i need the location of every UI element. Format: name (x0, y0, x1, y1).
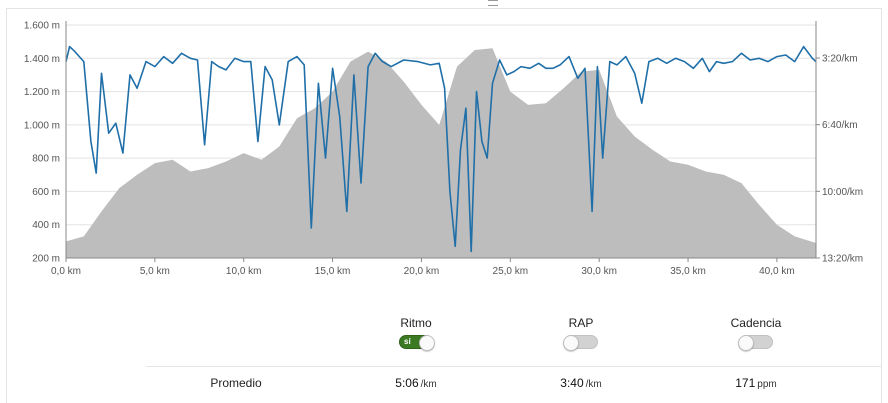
promedio-text: Promedio (210, 376, 262, 390)
ritmo-label: Ritmo (400, 316, 432, 330)
x-tick-label: 10,0 km (226, 266, 262, 277)
y-left-tick-label: 200 m (32, 254, 60, 265)
elevation-pace-chart: 1.600 m 1.400 m 1.200 m 1.000 m 800 m 600 m 40… (24, 21, 863, 278)
y-right-tick-label: 3:20/km (822, 54, 858, 65)
y-left-tick-label: 1.200 m (24, 87, 60, 98)
rap-control: RAP (521, 316, 641, 353)
cadencia-average-value: 171 (735, 376, 756, 390)
y-right-tick-label: 13:20/km (822, 254, 863, 265)
y-right-tick-label: 6:40/km (822, 120, 858, 131)
y-left-tick-label: 1.600 m (24, 21, 60, 32)
ritmo-average-unit: /km (420, 379, 437, 390)
y-right-tick-label: 10:00/km (822, 187, 863, 198)
cadencia-toggle[interactable] (738, 335, 773, 351)
metric-toggles: Ritmo sí RAP Cadencia (0, 316, 888, 356)
pace-line (65, 45, 817, 253)
axes (65, 21, 820, 262)
y-left-tick-label: 600 m (32, 187, 60, 198)
rap-average-value: 3:40 (560, 376, 584, 390)
y-left-tick-label: 400 m (32, 220, 60, 231)
ritmo-average-value: 5:06 (395, 376, 419, 390)
cadencia-control: Cadencia (696, 316, 816, 353)
ritmo-control: Ritmo sí (356, 316, 476, 353)
tick-labels: 1.600 m 1.400 m 1.200 m 1.000 m 800 m 600 m 40… (24, 21, 863, 278)
pace-line-layer (65, 45, 817, 253)
x-tick-label: 15,0 km (315, 266, 351, 277)
rap-label: RAP (568, 316, 594, 330)
y-left-tick-label: 800 m (32, 154, 60, 165)
summary-divider (146, 366, 882, 367)
ritmo-toggle[interactable]: sí (399, 335, 435, 351)
cadencia-average-unit: ppm (757, 379, 777, 390)
drag-handle-icon[interactable] (488, 0, 498, 6)
toggle-knob (419, 335, 435, 351)
rap-average-unit: /km (585, 379, 602, 390)
summary-row: Promedio 5:06/km 3:40/km 171 ppm (0, 376, 888, 396)
chart-panel (6, 8, 882, 403)
cadencia-label: Cadencia (730, 316, 782, 330)
x-tick-label: 30,0 km (581, 266, 617, 277)
y-left-tick-label: 1.400 m (24, 54, 60, 65)
ritmo-toggle-on-text: sí (404, 337, 411, 346)
x-tick-label: 20,0 km (404, 266, 440, 277)
toggle-knob (563, 335, 579, 351)
y-left-tick-label: 1.000 m (24, 120, 60, 131)
x-tick-label: 40,0 km (759, 266, 795, 277)
x-tick-label: 5,0 km (140, 266, 170, 277)
x-tick-label: 0,0 km (51, 266, 81, 277)
elevation-area-layer (66, 48, 816, 258)
cadencia-average: 171 ppm (686, 376, 826, 390)
summary-label: Promedio (166, 376, 306, 390)
rap-toggle[interactable] (563, 335, 598, 351)
elevation-area (66, 48, 816, 258)
ritmo-average: 5:06/km (346, 376, 486, 390)
toggle-knob (738, 335, 754, 351)
rap-average: 3:40/km (511, 376, 651, 390)
x-tick-label: 25,0 km (493, 266, 529, 277)
x-tick-label: 35,0 km (670, 266, 706, 277)
